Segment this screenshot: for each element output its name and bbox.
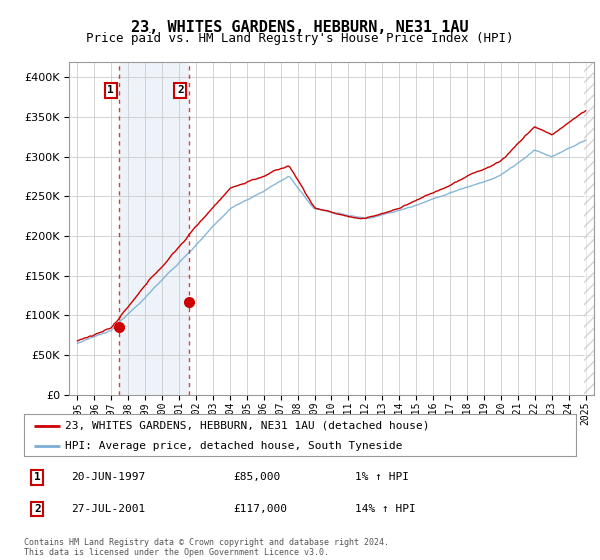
- Text: 1: 1: [107, 86, 114, 95]
- Text: 1% ↑ HPI: 1% ↑ HPI: [355, 473, 409, 483]
- Text: 23, WHITES GARDENS, HEBBURN, NE31 1AU: 23, WHITES GARDENS, HEBBURN, NE31 1AU: [131, 20, 469, 35]
- Bar: [119, 62, 189, 395]
- Text: Price paid vs. HM Land Registry's House Price Index (HPI): Price paid vs. HM Land Registry's House …: [86, 32, 514, 45]
- Text: Contains HM Land Registry data © Crown copyright and database right 2024.
This d: Contains HM Land Registry data © Crown c…: [24, 538, 389, 557]
- Text: 14% ↑ HPI: 14% ↑ HPI: [355, 504, 416, 514]
- Text: 23, WHITES GARDENS, HEBBURN, NE31 1AU (detached house): 23, WHITES GARDENS, HEBBURN, NE31 1AU (d…: [65, 421, 430, 431]
- Text: 2: 2: [34, 504, 41, 514]
- Text: 2: 2: [177, 86, 184, 95]
- Bar: [584, 62, 594, 395]
- Text: 27-JUL-2001: 27-JUL-2001: [71, 504, 145, 514]
- Text: £85,000: £85,000: [234, 473, 281, 483]
- Text: £117,000: £117,000: [234, 504, 288, 514]
- Text: HPI: Average price, detached house, South Tyneside: HPI: Average price, detached house, Sout…: [65, 441, 403, 451]
- Text: 20-JUN-1997: 20-JUN-1997: [71, 473, 145, 483]
- Text: 1: 1: [34, 473, 41, 483]
